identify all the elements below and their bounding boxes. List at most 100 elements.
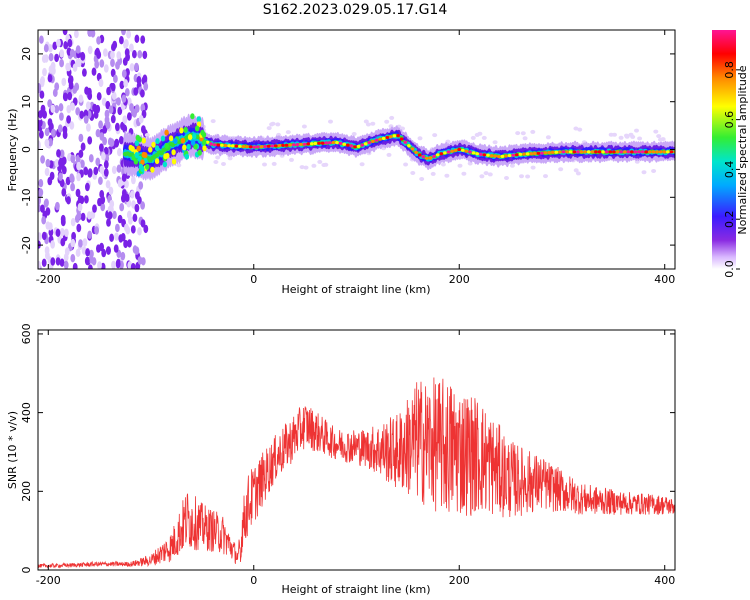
halo-blob [359, 162, 365, 167]
ridge-peak [356, 144, 361, 148]
noise-blob [113, 74, 118, 84]
noise-blob [84, 256, 90, 266]
ridge-peak [658, 150, 663, 154]
noise-blob [129, 43, 134, 52]
halo-blob [262, 162, 267, 167]
noise-blob [40, 204, 45, 213]
ridge-peak [644, 150, 648, 154]
ridge-peak [479, 152, 483, 156]
noise-blob [118, 136, 124, 145]
halo-blob [525, 174, 531, 179]
halo-blob [328, 119, 333, 124]
noise-blob [51, 128, 56, 138]
ridge-peak [288, 143, 293, 147]
noise-blob [38, 232, 42, 241]
ridge-blob [137, 155, 142, 162]
halo-blob [634, 128, 639, 133]
ridge-peak [310, 142, 314, 146]
ridge-peak [525, 152, 530, 156]
noise-blob [91, 257, 97, 266]
halo-blob [492, 140, 498, 145]
ridge-peak [328, 141, 332, 145]
noise-blob [98, 120, 103, 129]
noise-blob [70, 182, 75, 192]
noise-blob [115, 61, 120, 70]
ridge-peak [435, 153, 440, 157]
noise-blob [69, 173, 75, 182]
x-tick-label: 0 [250, 273, 257, 286]
ridge-peak [392, 134, 397, 138]
ridge-peak [550, 150, 555, 154]
ridge-peak [504, 154, 508, 158]
noise-blob [77, 203, 83, 212]
ridge-peak [446, 150, 451, 154]
halo-blob [558, 167, 564, 172]
ridge-peak [558, 150, 562, 154]
noise-blob [70, 238, 76, 248]
noise-blob [83, 167, 89, 176]
ridge-peak [576, 150, 580, 154]
snr-y-ticks: 0 200 400 600 [20, 323, 675, 574]
noise-blob [76, 223, 82, 233]
noise-blob [59, 228, 65, 237]
x-tick-label: -200 [36, 273, 61, 286]
ridge-peak [594, 150, 598, 154]
halo-blob [509, 163, 515, 168]
noise-blob [119, 36, 124, 45]
ridge-peak [367, 141, 372, 145]
noise-blob [85, 248, 90, 257]
noise-blob [99, 143, 104, 152]
noise-blob [129, 190, 135, 199]
noise-blob [88, 154, 94, 163]
noise-blob [95, 47, 100, 57]
noise-blob [80, 142, 86, 151]
noise-blob [124, 88, 130, 97]
halo-blob [299, 165, 305, 170]
ridge-blob [195, 125, 200, 132]
ridge-peak [482, 153, 487, 157]
noise-blob [114, 138, 120, 148]
noise-blob [110, 50, 115, 59]
noise-blob [106, 218, 111, 227]
halo-blob [470, 135, 476, 140]
noise-blob [95, 104, 101, 114]
noise-blob [136, 76, 142, 85]
noise-blob [41, 216, 47, 225]
y-tick-label: 10 [20, 95, 33, 109]
ridge-peak [655, 150, 659, 154]
ridge-peak [604, 150, 609, 154]
noise-blob [59, 258, 65, 267]
ridge-blob [182, 144, 187, 151]
noise-blob [54, 159, 60, 168]
ridge-peak [270, 144, 275, 148]
noise-blob [90, 30, 96, 38]
noise-blob [67, 91, 73, 101]
halo-blob [289, 157, 294, 162]
noise-blob [56, 38, 61, 48]
y-tick-label: 0 [20, 146, 33, 153]
halo-blob [573, 126, 579, 131]
colorbar-scale [712, 30, 736, 269]
ridge-peak [324, 141, 329, 145]
noise-blob [55, 257, 61, 266]
noise-blob [134, 62, 139, 72]
noise-blob [38, 141, 41, 150]
halo-blob [285, 130, 291, 135]
halo-blob [440, 162, 446, 167]
noise-blob [103, 160, 109, 169]
noise-blob [110, 82, 116, 92]
noise-blob [87, 91, 93, 101]
ridge-blob [183, 126, 188, 133]
ridge-blob [141, 151, 146, 158]
noise-blob [63, 41, 69, 50]
noise-blob [48, 53, 54, 62]
noise-blob [78, 133, 84, 143]
ridge-blob [196, 116, 201, 123]
noise-blob [70, 154, 76, 164]
noise-blob [47, 99, 53, 108]
ridge-peak [263, 144, 267, 149]
ridge-blob [154, 145, 160, 152]
ridge-blob [154, 158, 160, 165]
colorbar-tick-label: 0.8 [723, 61, 736, 79]
noise-blob [38, 110, 43, 119]
